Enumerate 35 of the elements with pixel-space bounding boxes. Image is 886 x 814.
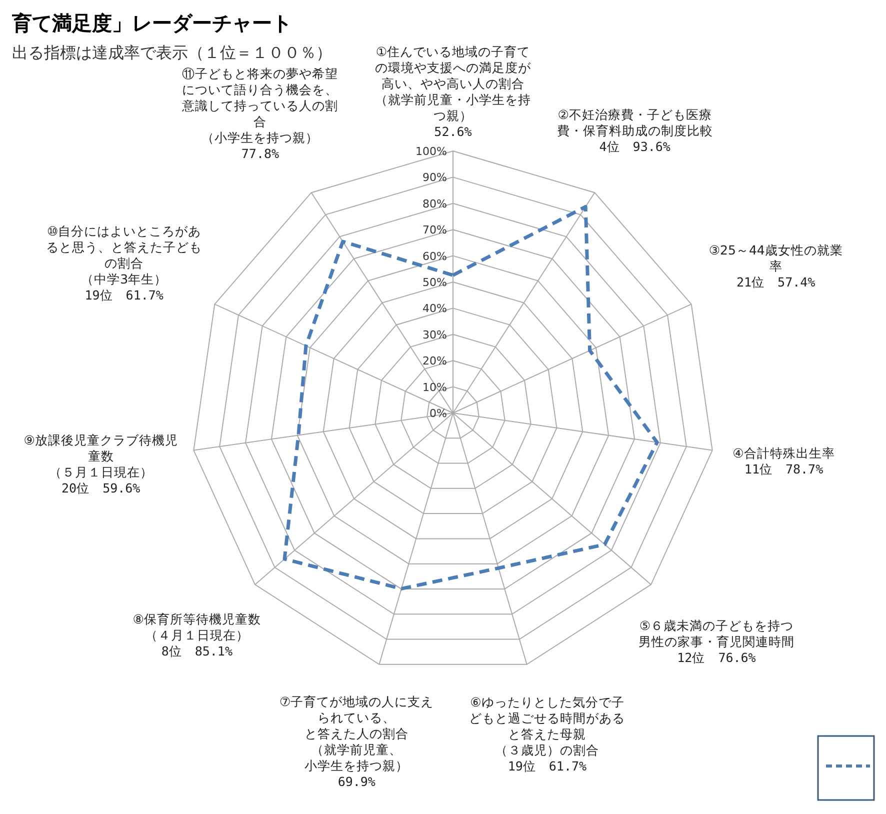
text: 8位 85.1% bbox=[161, 644, 233, 659]
y-tick-label: 50% bbox=[422, 276, 447, 289]
y-tick-label: 10% bbox=[422, 380, 447, 394]
text: 77.8% bbox=[241, 146, 280, 161]
y-tick-label: 90% bbox=[422, 171, 447, 184]
text: 21位 57.4% bbox=[736, 274, 816, 290]
y-tick-label: 20% bbox=[422, 354, 447, 368]
text: 4位 93.6% bbox=[599, 138, 671, 154]
spoke-label: ⑧保育所等待機児童数（４月１日現在） bbox=[132, 612, 262, 643]
spoke-label: ⑨放課後児童クラブ待機児童数（５月１日現在） bbox=[24, 432, 178, 480]
text: 19位 61.7% bbox=[84, 288, 164, 303]
y-tick-label: 40% bbox=[422, 302, 447, 316]
text: 11位 78.7% bbox=[744, 461, 824, 476]
text: 19位 61.7% bbox=[508, 758, 588, 774]
spoke-label: ⑥ゆったりとした気分で子どもと過ごせる時間があると答えた母親（３歳児）の割合 bbox=[469, 694, 626, 758]
y-tick-label: 0% bbox=[430, 407, 447, 420]
spoke-label: ⑤６歳未満の子どもを持つ男性の家事・育児関連時間 bbox=[638, 618, 795, 650]
spoke-label: ①住んでいる地域の子育ての環境や支援への満足度が高い、やや高い人の割合（就学前児童・小学生を持つ親） bbox=[375, 44, 532, 123]
text: 20位 59.6% bbox=[62, 480, 141, 496]
spoke-label: ③25～44歳女性の就業率 bbox=[708, 242, 843, 274]
chart-title: 育て満足度」レーダーチャート bbox=[11, 11, 292, 35]
spoke-label: ④合計特殊出生率 bbox=[732, 445, 835, 460]
chart-subtitle: 出る指標は達成率で表示（１位＝１００％） bbox=[12, 43, 332, 62]
y-tick-label: 100% bbox=[416, 145, 447, 158]
text: 12位 76.6% bbox=[677, 650, 756, 666]
y-tick-label: 80% bbox=[422, 197, 447, 210]
y-tick-label: 60% bbox=[422, 250, 447, 263]
spoke-label: ②不妊治療費・子ども医療費・保育料助成の制度比較 bbox=[556, 106, 713, 138]
y-tick-label: 70% bbox=[422, 224, 447, 237]
text: 69.9% bbox=[338, 774, 376, 789]
spoke-label: ⑩自分にはよいところがあると思う、と答えた子どもの割合（中学3年生） bbox=[46, 224, 202, 287]
spoke-label: ⑦子育てが地域の人に支えられている、と答えた人の割合（就学前児童、小学生を持つ親） bbox=[280, 694, 434, 773]
spoke-label: ⑪子どもと将来の夢や希望について語り合う機会を、意識して持っている人の割合（小学生を持つ親） bbox=[181, 66, 338, 145]
y-tick-label: 30% bbox=[422, 328, 447, 342]
text: 52.6% bbox=[434, 124, 472, 139]
